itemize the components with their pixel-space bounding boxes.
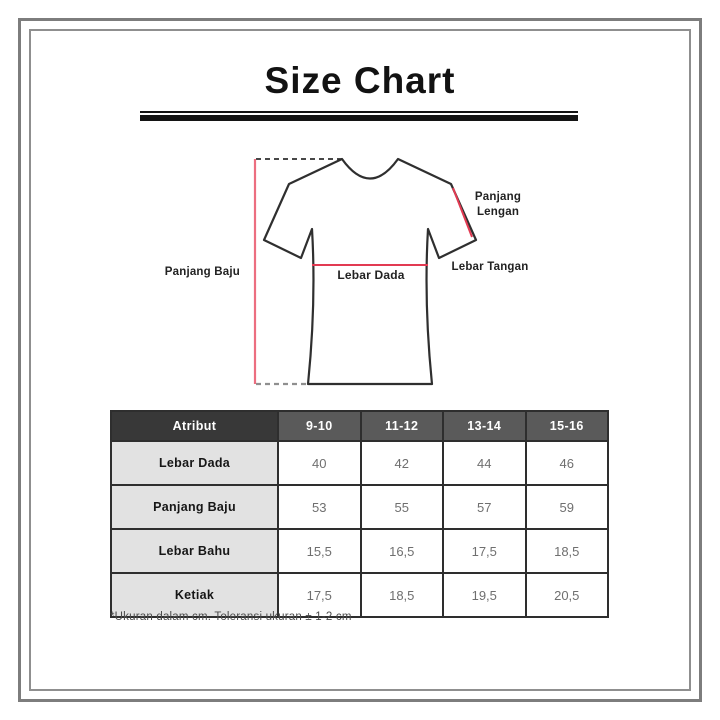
label-panjang-lengan-line1: Panjang (474, 191, 522, 203)
size-value-cell: 59 (524, 484, 609, 530)
page-title: Size Chart (264, 60, 456, 101)
tshirt-outline (262, 157, 478, 386)
size-value-cell: 20,5 (524, 572, 609, 618)
size-value-cell: 55 (359, 484, 444, 530)
table-header-row: Atribut 9-10 11-12 13-14 15-16 (110, 410, 609, 442)
attribute-label: Lebar Dada (110, 440, 279, 486)
table-row-lebar-dada: Lebar Dada 40 42 44 46 (110, 440, 609, 486)
size-value-cell: 46 (524, 440, 609, 486)
label-lebar-tangan: Lebar Tangan (451, 261, 529, 273)
outer-frame (18, 18, 702, 702)
size-value-cell: 18,5 (359, 572, 444, 618)
rule-thick-line (140, 115, 578, 121)
label-panjang-lengan-line2: Lengan (476, 206, 520, 218)
header-atribut: Atribut (110, 410, 279, 442)
measurement-footnote: *Ukuran dalam cm. Toleransi ukuran ± 1-2… (110, 611, 352, 623)
label-lebar-dada: Lebar Dada (337, 268, 405, 282)
label-panjang-lengan: Panjang Lengan (458, 190, 538, 220)
size-value-cell: 15,5 (277, 528, 362, 574)
title-double-rule (140, 111, 578, 121)
size-value-cell: 44 (442, 440, 527, 486)
sleeve-length-measure-line (452, 187, 473, 238)
table-row-ketiak: Ketiak 17,5 18,5 19,5 20,5 (110, 572, 609, 618)
size-value-cell: 18,5 (524, 528, 609, 574)
size-value-cell: 42 (359, 440, 444, 486)
inner-frame (29, 29, 691, 691)
size-value-cell: 17,5 (442, 528, 527, 574)
rule-thin-line (140, 111, 578, 113)
attribute-label: Panjang Baju (110, 484, 279, 530)
attribute-label: Lebar Bahu (110, 528, 279, 574)
attribute-label: Ketiak (110, 572, 279, 618)
size-value-cell: 40 (277, 440, 362, 486)
header-size-9-10: 9-10 (277, 410, 362, 442)
size-value-cell: 16,5 (359, 528, 444, 574)
table-row-lebar-bahu: Lebar Bahu 15,5 16,5 17,5 18,5 (110, 528, 609, 574)
size-value-cell: 17,5 (277, 572, 362, 618)
header-size-15-16: 15-16 (524, 410, 609, 442)
table-row-panjang-baju: Panjang Baju 53 55 57 59 (110, 484, 609, 530)
size-table: Atribut 9-10 11-12 13-14 15-16 Lebar Dad… (110, 410, 609, 618)
size-value-cell: 57 (442, 484, 527, 530)
label-panjang-baju: Panjang Baju (164, 266, 240, 278)
header-size-13-14: 13-14 (442, 410, 527, 442)
size-value-cell: 19,5 (442, 572, 527, 618)
size-value-cell: 53 (277, 484, 362, 530)
header-size-11-12: 11-12 (359, 410, 444, 442)
